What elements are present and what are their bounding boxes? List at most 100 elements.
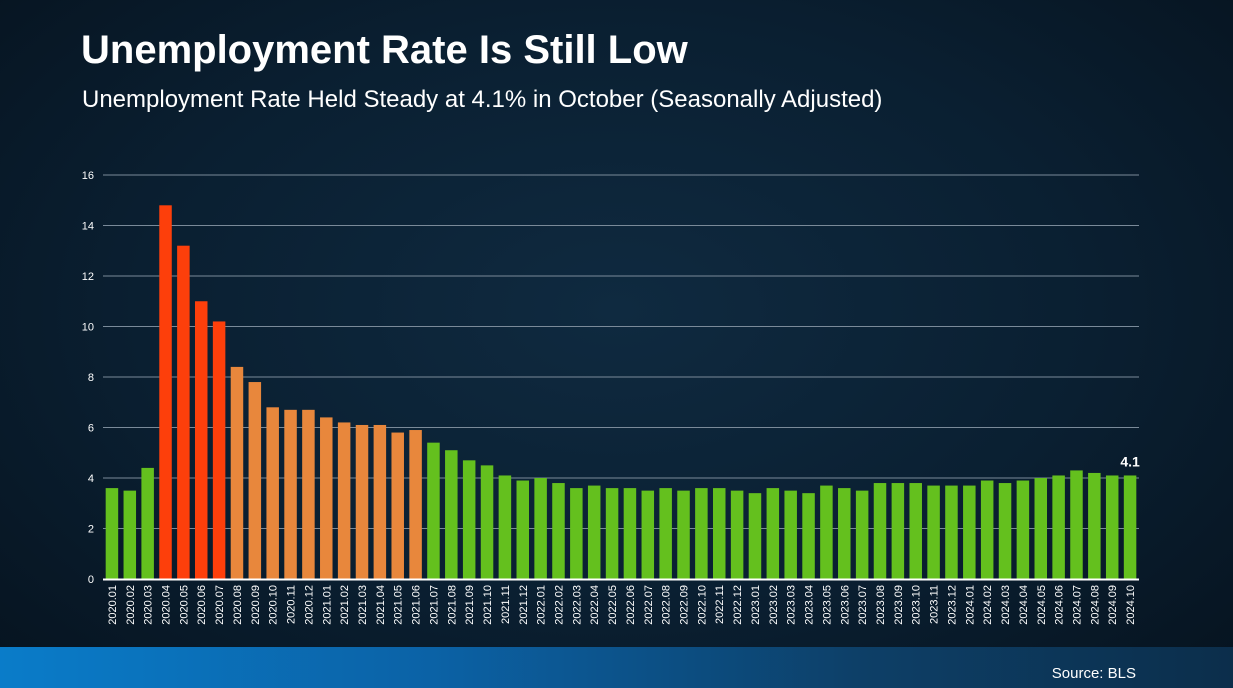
x-tick-label: 2020.10 <box>268 585 280 625</box>
x-tick-label: 2021.10 <box>482 585 494 625</box>
x-tick-label: 2024.02 <box>982 585 994 625</box>
x-tick-label: 2023.09 <box>893 585 905 625</box>
bar <box>748 493 762 579</box>
bar <box>552 483 565 579</box>
x-tick-label: 2020.01 <box>107 585 119 625</box>
bar <box>945 485 958 579</box>
x-tick-label: 2023.03 <box>786 585 798 625</box>
x-tick-label: 2022.06 <box>625 585 637 625</box>
bar <box>963 485 976 579</box>
bar <box>998 483 1012 579</box>
y-tick-label: 14 <box>82 221 94 233</box>
bar <box>516 480 530 579</box>
bar <box>802 493 815 579</box>
x-tick-label: 2023.01 <box>750 585 762 625</box>
y-tick-label: 12 <box>82 271 94 283</box>
x-tick-label: 2023.05 <box>821 585 833 625</box>
bar <box>1052 475 1065 579</box>
y-tick-label: 8 <box>88 372 94 384</box>
x-tick-label: 2020.03 <box>143 585 155 625</box>
bar <box>623 488 637 579</box>
chart-subtitle: Unemployment Rate Held Steady at 4.1% in… <box>82 86 883 113</box>
x-tick-label: 2023.02 <box>768 585 780 625</box>
bar <box>1034 478 1048 579</box>
y-tick-label: 2 <box>88 524 94 536</box>
x-tick-label: 2024.03 <box>1000 585 1012 625</box>
bar <box>927 485 940 579</box>
x-tick-label: 2021.09 <box>464 585 476 625</box>
x-tick-label: 2021.12 <box>518 585 530 625</box>
y-tick-label: 16 <box>82 170 94 182</box>
bar <box>141 467 154 579</box>
x-tick-label: 2023.07 <box>857 585 869 625</box>
x-tick-label: 2024.08 <box>1089 585 1101 625</box>
x-tick-label: 2024.01 <box>964 585 976 625</box>
x-tick-label: 2023.11 <box>929 585 941 624</box>
bar <box>534 478 547 579</box>
x-tick-label: 2020.11 <box>286 585 298 624</box>
x-tick-label: 2021.03 <box>357 585 369 625</box>
x-tick-label: 2022.12 <box>732 585 744 625</box>
source-label: Source: BLS <box>1051 665 1136 682</box>
x-tick-label: 2022.04 <box>589 585 601 625</box>
x-tick-label: 2020.05 <box>178 585 190 625</box>
bar <box>909 483 922 579</box>
y-axis-ticks: 0 2 4 6 8 10 12 14 16 <box>82 170 94 586</box>
x-tick-label: 2022.07 <box>643 585 655 625</box>
bar <box>212 321 226 579</box>
x-tick-label: 2021.11 <box>500 585 512 624</box>
x-tick-label: 2023.06 <box>839 585 851 625</box>
chart-title: Unemployment Rate Is Still Low <box>81 28 688 72</box>
bar <box>1088 472 1101 579</box>
x-tick-label: 2021.07 <box>428 585 440 625</box>
bar <box>641 490 655 579</box>
x-tick-label: 2024.05 <box>1036 585 1048 625</box>
x-tick-label: 2021.02 <box>339 585 351 625</box>
bar <box>480 465 494 579</box>
bar <box>373 424 387 579</box>
x-tick-label: 2021.06 <box>411 585 423 625</box>
bar <box>605 488 619 579</box>
x-tick-label: 2024.04 <box>1018 585 1030 625</box>
x-tick-label: 2021.01 <box>321 585 333 625</box>
x-tick-label: 2020.12 <box>303 585 315 625</box>
x-tick-label: 2020.02 <box>125 585 137 625</box>
bar <box>462 460 476 579</box>
bar <box>1123 475 1137 579</box>
bar <box>302 409 315 579</box>
x-tick-label: 2020.06 <box>196 585 208 625</box>
x-tick-label: 2022.08 <box>661 585 673 625</box>
x-tick-label: 2022.09 <box>679 585 691 625</box>
x-tick-label: 2020.07 <box>214 585 226 625</box>
x-tick-label: 2022.05 <box>607 585 619 625</box>
x-tick-label: 2023.12 <box>946 585 958 625</box>
x-tick-label: 2024.06 <box>1054 585 1066 625</box>
bar <box>677 490 690 579</box>
x-tick-label: 2022.11 <box>714 585 726 624</box>
gridlines <box>103 174 1139 529</box>
x-tick-label: 2024.10 <box>1125 585 1137 625</box>
bar <box>1070 470 1083 579</box>
bar <box>337 422 351 579</box>
x-tick-label: 2022.02 <box>553 585 565 625</box>
bar <box>587 485 601 579</box>
bar <box>194 301 208 579</box>
bar <box>284 409 297 579</box>
bar <box>159 205 172 580</box>
x-tick-label: 2022.01 <box>536 585 548 625</box>
bar <box>712 488 726 579</box>
y-tick-label: 10 <box>82 322 94 334</box>
x-tick-label: 2023.04 <box>804 585 816 625</box>
bar <box>695 488 708 579</box>
y-tick-label: 6 <box>88 423 94 435</box>
annotations: 4.1 <box>1120 453 1140 469</box>
bar <box>873 483 887 579</box>
bar <box>838 488 851 579</box>
bar <box>105 488 119 579</box>
x-tick-label: 2022.03 <box>571 585 583 625</box>
bar <box>427 442 440 579</box>
x-tick-label: 2020.09 <box>250 585 262 625</box>
y-tick-label: 4 <box>88 473 94 485</box>
